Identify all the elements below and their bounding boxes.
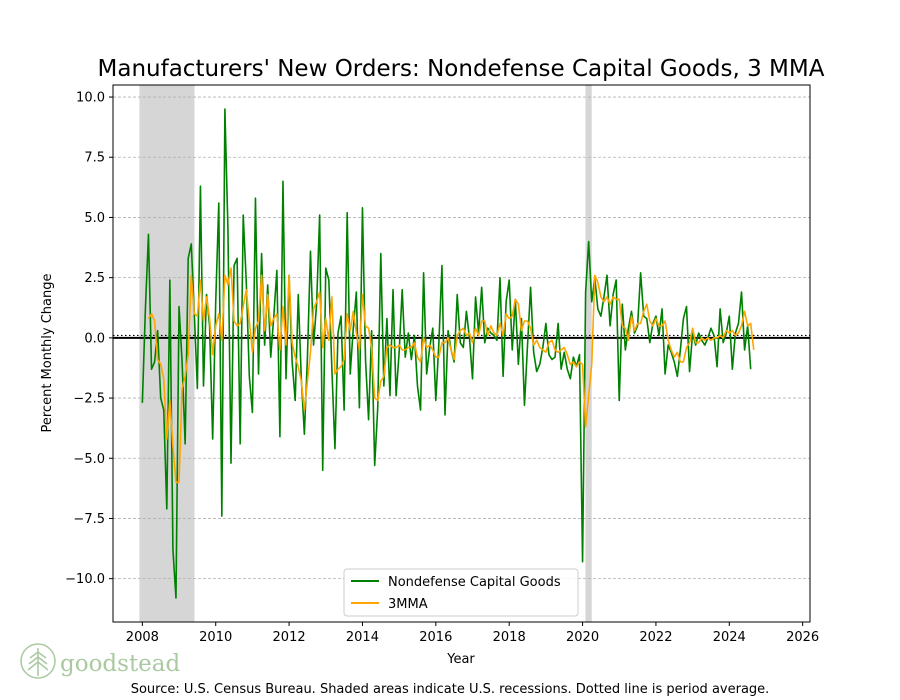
- x-tick-label: 2012: [273, 630, 306, 645]
- y-tick-label: 0.0: [84, 331, 105, 346]
- recession-band: [139, 85, 195, 622]
- plot-frame: [112, 84, 811, 623]
- y-tick-label: −2.5: [73, 392, 105, 407]
- goodstead-logo: goodstead: [20, 643, 181, 679]
- legend-label-nondefense: Nondefense Capital Goods: [388, 575, 561, 590]
- x-axis-ticks: 2008 2010 2012 2014 2016 2018 2020 2022 2024 2026: [126, 622, 819, 645]
- x-tick-label: 2024: [713, 630, 746, 645]
- y-tick-label: 7.5: [84, 151, 105, 166]
- logo-text: goodstead: [60, 651, 181, 677]
- y-tick-label: −10.0: [65, 572, 105, 587]
- legend: Nondefense Capital Goods 3MMA: [343, 568, 579, 617]
- source-note: Source: U.S. Census Bureau. Shaded areas…: [131, 682, 770, 697]
- x-tick-label: 2022: [639, 630, 672, 645]
- x-tick-label: 2014: [346, 630, 379, 645]
- y-axis-label: Percent Monthly Change: [40, 273, 55, 432]
- legend-box: [343, 568, 579, 617]
- y-tick-label: 5.0: [84, 211, 105, 226]
- tree-icon: [20, 643, 56, 679]
- series-lines: [141, 108, 755, 599]
- x-tick-label: 2008: [126, 630, 159, 645]
- x-axis-label: Year: [446, 652, 475, 667]
- y-tick-label: −5.0: [73, 452, 105, 467]
- series-line-nondefense: [141, 108, 752, 599]
- y-tick-label: 10.0: [76, 91, 105, 106]
- y-tick-label: −7.5: [73, 512, 105, 527]
- legend-label-3mma: 3MMA: [388, 597, 428, 612]
- recession-band: [585, 85, 592, 622]
- x-tick-label: 2020: [566, 630, 599, 645]
- x-tick-label: 2018: [493, 630, 526, 645]
- x-tick-label: 2016: [419, 630, 452, 645]
- recession-shading: [139, 85, 592, 622]
- y-axis-ticks: −10.0 −7.5 −5.0 −2.5 0.0 2.5 5.0 7.5 10.0: [65, 91, 113, 587]
- y-tick-label: 2.5: [84, 271, 105, 286]
- x-tick-label: 2010: [199, 630, 232, 645]
- chart-title: Manufacturers' New Orders: Nondefense Ca…: [98, 56, 825, 82]
- series-line-3mma: [147, 267, 755, 484]
- x-tick-label: 2026: [786, 630, 819, 645]
